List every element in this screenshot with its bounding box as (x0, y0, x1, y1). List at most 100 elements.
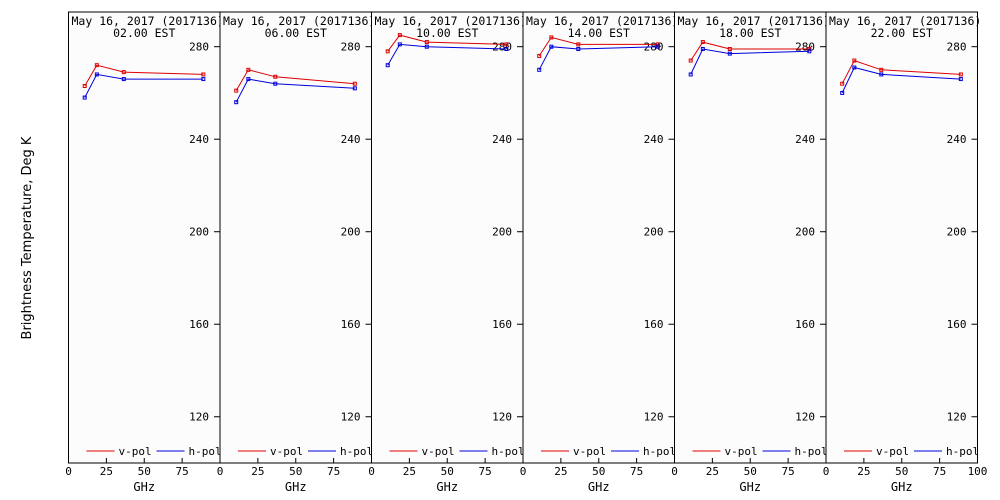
y-tick-label: 240 (492, 133, 512, 146)
y-tick-label: 160 (189, 318, 209, 331)
legend-label-v-pol: v-pol (725, 445, 758, 458)
data-point-h-pol (852, 65, 857, 70)
x-tick-label: 25 (857, 465, 870, 478)
x-axis-label: GHz (133, 480, 155, 494)
series-line-h-pol (387, 43, 507, 66)
panel-frame (825, 11, 978, 464)
data-point-v-pol (234, 88, 239, 93)
series-line-v-pol (538, 36, 658, 57)
x-axis-label: GHz (891, 480, 913, 494)
data-point-v-pol (958, 72, 963, 77)
x-tick-label: 25 (706, 465, 719, 478)
data-point-h-pol (576, 47, 581, 52)
y-tick-label: 120 (947, 411, 967, 424)
data-point-h-pol (537, 67, 542, 72)
x-tick-label: 75 (176, 465, 189, 478)
x-tick-label: 50 (592, 465, 605, 478)
y-tick-label: 160 (644, 318, 664, 331)
x-axis-label: GHz (739, 480, 761, 494)
data-point-v-pol (385, 49, 390, 54)
x-tick-label: 25 (554, 465, 567, 478)
legend-label-v-pol: v-pol (422, 445, 455, 458)
legend-label-h-pol: h-pol (189, 445, 222, 458)
series-line-v-pol (690, 41, 810, 61)
data-point-h-pol (352, 86, 357, 91)
x-tick-label: 0 (368, 465, 375, 478)
panel-time: 18.00 EST (719, 26, 781, 40)
y-tick-label: 200 (947, 226, 967, 239)
x-tick-label: 50 (895, 465, 908, 478)
series-line-v-pol (84, 64, 204, 87)
data-point-v-pol (424, 40, 429, 45)
x-tick-label: 50 (138, 465, 151, 478)
y-tick-label: 120 (644, 411, 664, 424)
legend-label-v-pol: v-pol (270, 445, 303, 458)
y-tick-label: 200 (189, 226, 209, 239)
y-tick-label: 240 (189, 133, 209, 146)
legend-label-h-pol: h-pol (492, 445, 525, 458)
legend-label-h-pol: h-pol (795, 445, 828, 458)
data-point-v-pol (273, 74, 278, 79)
y-tick-label: 240 (341, 133, 361, 146)
y-tick-label: 120 (492, 411, 512, 424)
data-point-v-pol (549, 35, 554, 40)
series-line-h-pol (690, 48, 810, 75)
panel-title: May 16, 2017 (2017136) (678, 14, 830, 28)
data-point-v-pol (352, 81, 357, 86)
x-axis-label: GHz (285, 480, 307, 494)
series-line-h-pol (841, 66, 961, 94)
y-tick-label: 280 (341, 41, 361, 54)
series-line-v-pol (841, 59, 961, 84)
y-tick-label: 160 (492, 318, 512, 331)
y-tick-label: 200 (492, 226, 512, 239)
x-tick-label: 0 (65, 465, 72, 478)
x-tick-label: 75 (327, 465, 340, 478)
data-point-v-pol (201, 72, 206, 77)
data-point-h-pol (397, 42, 402, 47)
y-tick-label: 280 (492, 41, 512, 54)
x-tick-label: 25 (251, 465, 264, 478)
data-point-v-pol (655, 42, 660, 47)
y-tick-label: 160 (795, 318, 815, 331)
y-tick-label: 120 (341, 411, 361, 424)
data-point-v-pol (727, 47, 732, 52)
y-axis-label: Brightness Temperature, Deg K (20, 136, 35, 339)
y-tick-label: 160 (947, 318, 967, 331)
data-point-v-pol (576, 42, 581, 47)
y-tick-label: 200 (644, 226, 664, 239)
data-point-h-pol (121, 77, 126, 82)
panel-frame (219, 11, 372, 464)
x-tick-label: 75 (479, 465, 492, 478)
data-point-h-pol (840, 90, 845, 95)
data-point-h-pol (549, 44, 554, 49)
x-tick-label: 0 (217, 465, 224, 478)
data-point-v-pol (94, 63, 99, 68)
panel-frame (522, 11, 675, 464)
y-tick-label: 240 (795, 133, 815, 146)
data-point-v-pol (537, 53, 542, 58)
legend-label-h-pol: h-pol (643, 445, 676, 458)
panel-time: 02.00 EST (113, 26, 175, 40)
data-point-h-pol (424, 44, 429, 49)
x-tick-label: 50 (744, 465, 757, 478)
series-line-h-pol (84, 73, 204, 98)
panel-title: May 16, 2017 (2017136) (829, 14, 981, 28)
data-point-h-pol (655, 44, 660, 49)
data-point-h-pol (234, 100, 239, 105)
x-axis-label: GHz (588, 480, 610, 494)
legend-label-v-pol: v-pol (119, 445, 152, 458)
x-axis-label: GHz (436, 480, 458, 494)
data-point-v-pol (879, 67, 884, 72)
data-point-v-pol (121, 70, 126, 75)
panel-title: May 16, 2017 (2017136) (72, 14, 224, 28)
panel-frame (68, 11, 221, 464)
y-tick-label: 240 (644, 133, 664, 146)
panel-time: 06.00 EST (265, 26, 327, 40)
data-point-v-pol (82, 84, 87, 89)
series-line-h-pol (538, 46, 658, 71)
legend-label-h-pol: h-pol (946, 445, 979, 458)
legend-label-h-pol: h-pol (340, 445, 373, 458)
x-tick-label: 100 (968, 465, 988, 478)
data-point-h-pol (807, 49, 812, 54)
